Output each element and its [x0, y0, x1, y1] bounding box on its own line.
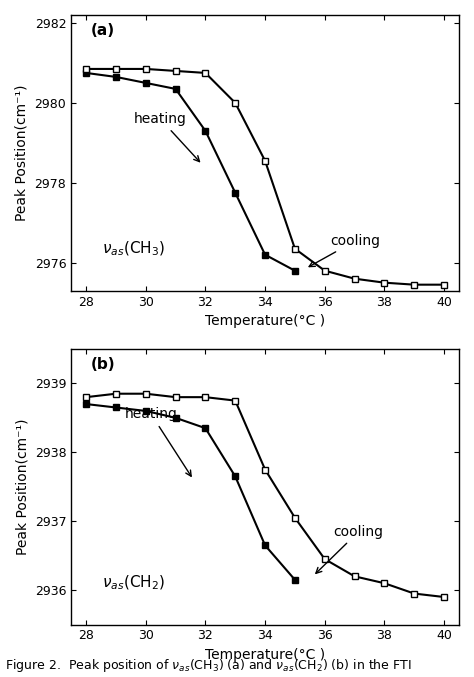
Y-axis label: Peak Position(cm⁻¹): Peak Position(cm⁻¹): [15, 418, 29, 555]
X-axis label: Temperature(°C ): Temperature(°C ): [205, 648, 325, 662]
Text: $\nu_{as}$(CH$_3$): $\nu_{as}$(CH$_3$): [102, 239, 165, 257]
Text: heating: heating: [134, 112, 200, 162]
Text: heating: heating: [125, 408, 191, 476]
Text: cooling: cooling: [316, 525, 383, 573]
Text: Figure 2.  Peak position of $\nu_{as}$(CH$_3$) (a) and $\nu_{as}$(CH$_2$) (b) in: Figure 2. Peak position of $\nu_{as}$(CH…: [5, 657, 411, 674]
Y-axis label: Peak Position(cm⁻¹): Peak Position(cm⁻¹): [15, 85, 29, 221]
X-axis label: Temperature(°C ): Temperature(°C ): [205, 314, 325, 328]
Text: cooling: cooling: [309, 234, 381, 267]
Text: $\nu_{as}$(CH$_2$): $\nu_{as}$(CH$_2$): [102, 573, 165, 592]
Text: (a): (a): [91, 23, 115, 39]
Text: (b): (b): [91, 357, 115, 372]
